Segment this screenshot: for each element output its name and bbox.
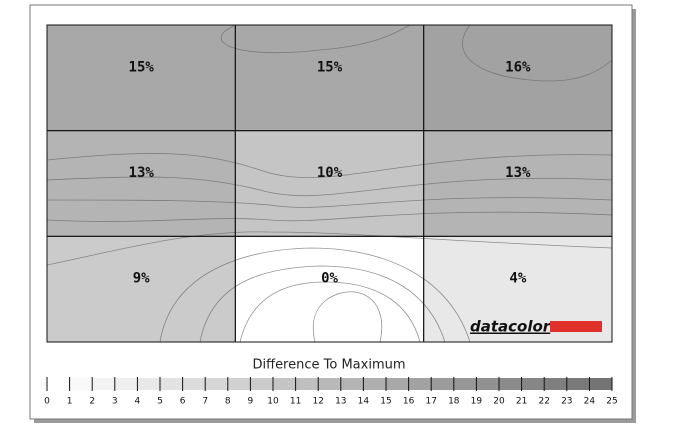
colorbar-tick-label: 3 [112,397,118,407]
colorbar-tick-label: 19 [471,397,483,407]
colorbar-step [476,378,499,390]
colorbar-step [182,378,206,390]
colorbar-step [499,378,522,390]
colorbar-step [69,378,93,390]
colorbar-step [114,378,138,390]
grid: 15% 15% 16% 13% 10% 13% 9% 0% 4% [46,24,613,343]
cell-label: 9% [133,271,150,287]
colorbar-tick-label: 13 [335,397,346,407]
cell-label: 10% [317,165,343,181]
colorbar-step [340,378,364,390]
colorbar-step [363,378,386,390]
colorbar-step [589,378,612,390]
cell [47,236,236,342]
colorbar-tick-label: 9 [248,397,254,407]
colorbar-title: Difference To Maximum [252,358,405,373]
colorbar-tick-label: 5 [157,397,163,407]
colorbar-step [566,378,590,390]
colorbar-step [227,378,251,390]
colorbar-step [318,378,341,390]
cell-label: 13% [505,165,531,181]
logo-bar [550,321,602,332]
cell [47,130,236,237]
colorbar-step [386,378,409,390]
cell [235,236,424,342]
colorbar-step [92,378,115,390]
cell-label: 4% [509,271,526,287]
colorbar-step [521,378,545,390]
colorbar-step [453,378,477,390]
cell [423,130,612,237]
colorbar-tick-label: 20 [493,397,505,407]
cell [47,25,236,131]
cell-label: 15% [317,59,343,75]
logo: datacolor [470,318,552,336]
colorbar-step [137,378,160,390]
colorbar-tick-label: 16 [403,397,415,407]
cell-label: 13% [129,165,155,181]
colorbar-tick-label: 6 [180,397,186,407]
colorbar: 0 1 2 3 4 5 6 7 8 9 10 11 12 13 14 15 16 17 18 19 20 21 22 23 24… [44,377,618,407]
colorbar-tick-label: 17 [425,397,436,407]
colorbar-tick-label: 23 [561,397,572,407]
colorbar-tick-label: 0 [44,397,50,407]
colorbar-step [205,378,228,390]
cell-border [423,235,613,343]
colorbar-step [273,378,296,390]
cell [235,130,424,237]
colorbar-tick-label: 22 [538,397,549,407]
colorbar-tick-label: 7 [202,397,208,407]
colorbar-tick-label: 25 [606,397,617,407]
colorbar-tick-label: 11 [290,397,301,407]
colorbar-tick-label: 18 [448,397,460,407]
colorbar-step [47,378,70,390]
colorbar-tick-label: 10 [267,397,279,407]
cell-label: 16% [505,59,531,75]
colorbar-step [431,378,454,390]
colorbar-tick-label: 24 [584,397,596,407]
colorbar-tick-label: 1 [67,397,73,407]
colorbar-tick-label: 15 [380,397,391,407]
colorbar-step [408,378,432,390]
cell [235,25,424,131]
colorbar-tick-label: 8 [225,397,231,407]
colorbar-step [544,378,567,390]
colorbar-tick-label: 21 [516,397,527,407]
colorbar-tick-label: 14 [358,397,370,407]
colorbar-step [250,378,273,390]
plot [47,25,612,342]
colorbar-tick-label: 4 [135,397,141,407]
colorbar-tick-label: 2 [89,397,95,407]
colorbar-step [295,378,319,390]
cell-label: 0% [321,271,338,287]
colorbar-tick-label: 12 [312,397,323,407]
colorbar-step [160,378,183,390]
cell-label: 15% [129,59,155,75]
cell [423,25,612,131]
